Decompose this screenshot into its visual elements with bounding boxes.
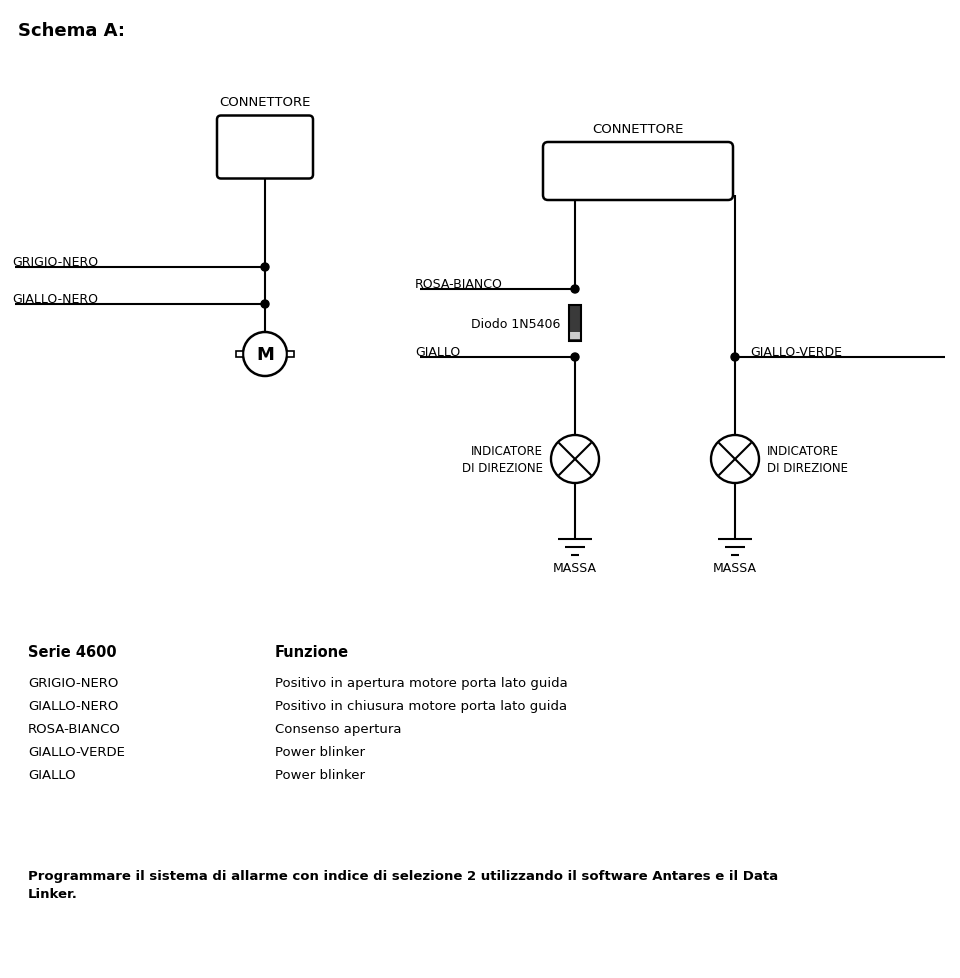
Text: GIALLO-NERO: GIALLO-NERO xyxy=(28,699,118,712)
Text: ROSA-BIANCO: ROSA-BIANCO xyxy=(28,723,121,735)
Text: Positivo in apertura motore porta lato guida: Positivo in apertura motore porta lato g… xyxy=(275,677,567,689)
Text: Power blinker: Power blinker xyxy=(275,768,365,781)
Circle shape xyxy=(731,354,739,362)
Text: Power blinker: Power blinker xyxy=(275,745,365,758)
Text: CONNETTORE: CONNETTORE xyxy=(219,96,311,109)
Text: GRIGIO-NERO: GRIGIO-NERO xyxy=(28,677,118,689)
Text: INDICATORE
DI DIREZIONE: INDICATORE DI DIREZIONE xyxy=(462,445,543,474)
Text: ROSA-BIANCO: ROSA-BIANCO xyxy=(415,278,503,290)
Circle shape xyxy=(261,264,269,272)
Text: GIALLO: GIALLO xyxy=(28,768,76,781)
Text: Diodo 1N5406: Diodo 1N5406 xyxy=(470,317,560,331)
FancyBboxPatch shape xyxy=(217,116,313,179)
Circle shape xyxy=(571,354,579,362)
Text: GIALLO: GIALLO xyxy=(415,345,460,359)
Text: Serie 4600: Serie 4600 xyxy=(28,645,116,659)
Text: MASSA: MASSA xyxy=(553,561,597,574)
Bar xyxy=(236,352,243,358)
Bar xyxy=(569,306,581,341)
Text: GIALLO-NERO: GIALLO-NERO xyxy=(12,292,98,306)
Text: GIALLO-VERDE: GIALLO-VERDE xyxy=(28,745,125,758)
Text: INDICATORE
DI DIREZIONE: INDICATORE DI DIREZIONE xyxy=(767,445,848,474)
Text: GRIGIO-NERO: GRIGIO-NERO xyxy=(12,255,98,269)
Text: Schema A:: Schema A: xyxy=(18,22,125,40)
Circle shape xyxy=(571,286,579,293)
Circle shape xyxy=(261,300,269,309)
Text: Consenso apertura: Consenso apertura xyxy=(275,723,401,735)
Bar xyxy=(287,352,294,358)
Text: M: M xyxy=(256,345,274,364)
Text: Positivo in chiusura motore porta lato guida: Positivo in chiusura motore porta lato g… xyxy=(275,699,567,712)
FancyBboxPatch shape xyxy=(543,143,733,200)
Text: GIALLO-VERDE: GIALLO-VERDE xyxy=(750,345,842,359)
Bar xyxy=(569,306,581,341)
Text: MASSA: MASSA xyxy=(713,561,757,574)
Text: CONNETTORE: CONNETTORE xyxy=(592,123,684,136)
Text: Programmare il sistema di allarme con indice di selezione 2 utilizzando il softw: Programmare il sistema di allarme con in… xyxy=(28,869,779,900)
Text: Funzione: Funzione xyxy=(275,645,349,659)
Bar xyxy=(569,333,581,339)
